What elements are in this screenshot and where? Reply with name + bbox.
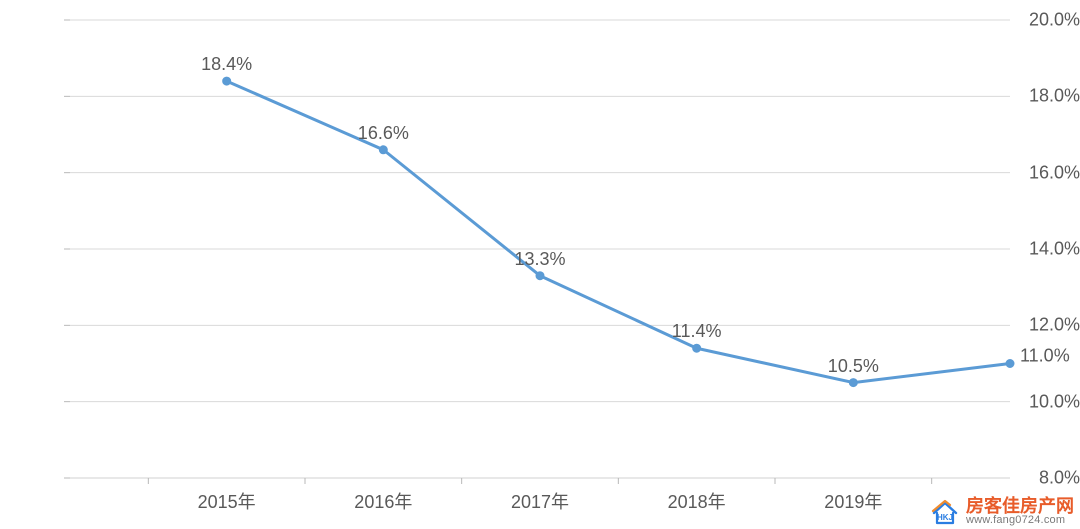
y-tick-label: 12.0%	[1022, 315, 1080, 336]
x-tick-label: 2015年	[198, 488, 256, 514]
x-tick-label: 2017年	[511, 488, 569, 514]
watermark: HKJ 房客佳房产网 www.fang0724.com	[930, 497, 1074, 527]
y-tick-label: 8.0%	[1022, 468, 1080, 489]
line-chart: 8.0% 10.0% 12.0% 14.0% 16.0% 18.0% 20.0% 2015年…	[0, 0, 1080, 529]
watermark-brand: 房客佳房产网	[966, 497, 1074, 515]
x-tick-label: 2018年	[668, 488, 726, 514]
point-label: 13.3%	[514, 249, 565, 270]
point-label: 18.4%	[201, 54, 252, 75]
point-label: 10.5%	[828, 355, 879, 376]
x-tick-label: 2019年	[824, 488, 882, 514]
svg-text:HKJ: HKJ	[937, 513, 953, 522]
y-tick-label: 10.0%	[1022, 391, 1080, 412]
watermark-url: www.fang0724.com	[966, 515, 1065, 527]
x-tick-label: 2016年	[354, 488, 412, 514]
y-tick-label: 18.0%	[1022, 86, 1080, 107]
point-label: 11.4%	[672, 321, 722, 342]
y-tick-label: 14.0%	[1022, 239, 1080, 260]
watermark-logo: HKJ	[930, 499, 960, 525]
y-tick-label: 20.0%	[1022, 10, 1080, 31]
y-tick-label: 16.0%	[1022, 162, 1080, 183]
end-point-label: 11.0%	[1020, 345, 1070, 366]
point-label: 16.6%	[358, 123, 409, 144]
